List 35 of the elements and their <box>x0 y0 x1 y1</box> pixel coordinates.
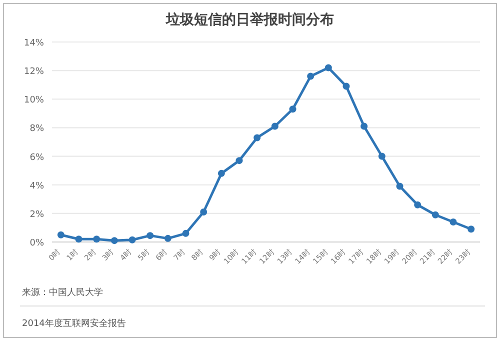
text: 2014年度互联网安全报告 <box>22 318 126 329</box>
point <box>75 236 82 243</box>
point <box>414 201 422 208</box>
point <box>378 152 386 160</box>
point <box>342 82 350 90</box>
y-tick-label: 10% <box>24 96 44 106</box>
y-tick-label: 12% <box>24 67 44 78</box>
point <box>289 106 296 113</box>
point <box>432 211 439 218</box>
y-tick-label: 6% <box>30 152 44 163</box>
point <box>218 170 225 177</box>
point <box>254 134 261 142</box>
point <box>236 157 243 164</box>
point <box>450 218 457 226</box>
point <box>468 226 475 233</box>
point <box>307 72 314 80</box>
y-tick-label: 4% <box>30 181 44 192</box>
y-tick-label: 2% <box>30 210 44 220</box>
y-tick-label: 14% <box>24 38 44 48</box>
point <box>271 122 278 130</box>
point <box>324 64 332 72</box>
y-tick-label: 0% <box>30 238 44 248</box>
y-tick-label: 8% <box>30 124 44 134</box>
point <box>128 236 136 244</box>
point <box>396 182 404 190</box>
point <box>93 236 100 243</box>
point <box>360 122 368 130</box>
point <box>164 234 172 242</box>
source-note: 来源：中国人民大学 <box>22 287 103 298</box>
point <box>110 237 118 244</box>
point <box>182 230 190 237</box>
chart-title: 垃圾短信的日举报时间分布 <box>165 11 334 28</box>
point <box>57 231 64 238</box>
point <box>200 208 208 216</box>
point <box>146 232 154 240</box>
